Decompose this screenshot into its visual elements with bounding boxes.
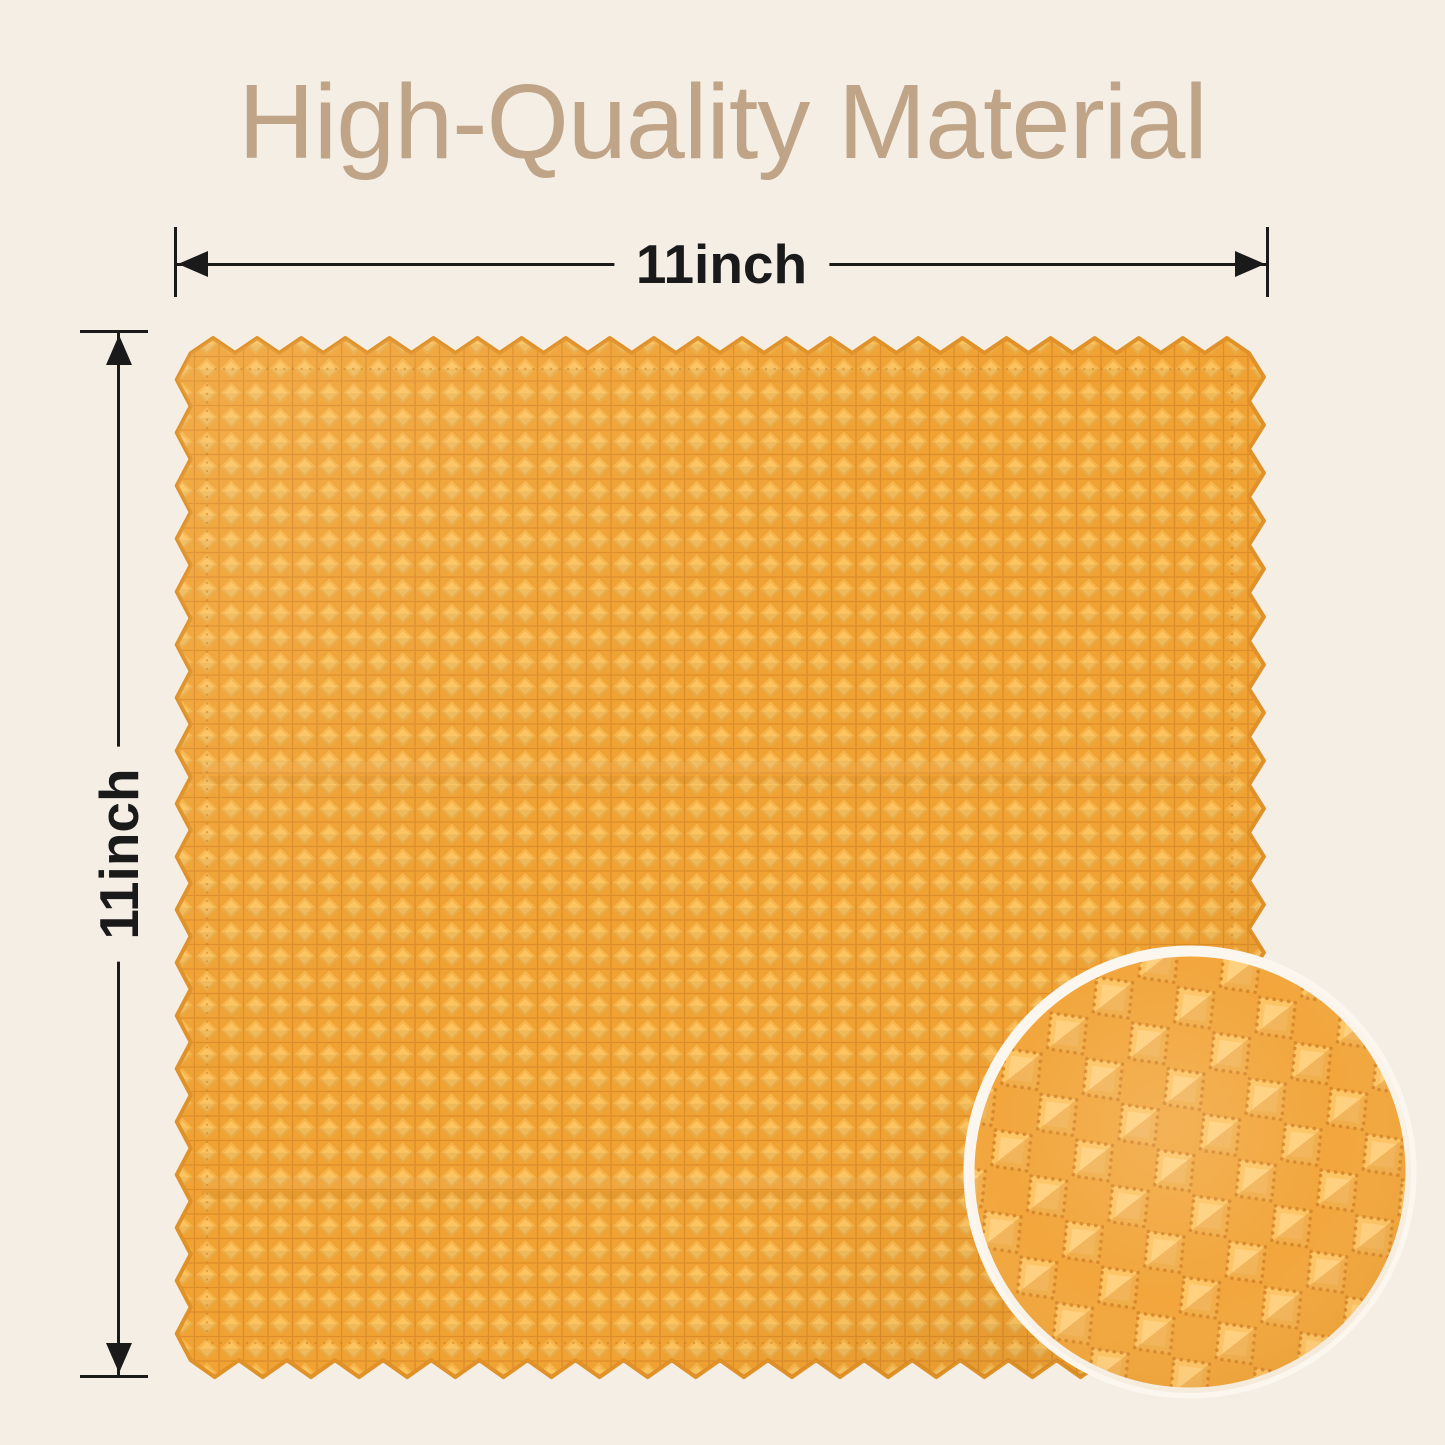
height-label: 11inch [87, 746, 149, 962]
height-dimension: 11inch [80, 330, 149, 1378]
height-top-tick [80, 330, 148, 333]
arrow-left-icon [178, 251, 208, 277]
stitch-line [205, 367, 1234, 1345]
width-right-tick [1266, 227, 1269, 297]
cloth-crease [202, 776, 1238, 784]
texture-zoom-inset [963, 945, 1417, 1399]
zoom-circle-shading [969, 951, 1411, 1393]
page-title: High-Quality Material [238, 63, 1208, 181]
width-left-tick [174, 227, 177, 297]
height-bottom-tick [80, 1375, 148, 1378]
arrow-down-icon [105, 1343, 132, 1373]
cloth-crease [202, 1191, 1238, 1199]
width-label: 11inch [613, 234, 830, 295]
width-dimension: 11inch [174, 227, 1269, 297]
arrow-up-icon [105, 335, 132, 365]
arrow-right-icon [1235, 251, 1265, 277]
cloth-crease [202, 762, 1238, 774]
